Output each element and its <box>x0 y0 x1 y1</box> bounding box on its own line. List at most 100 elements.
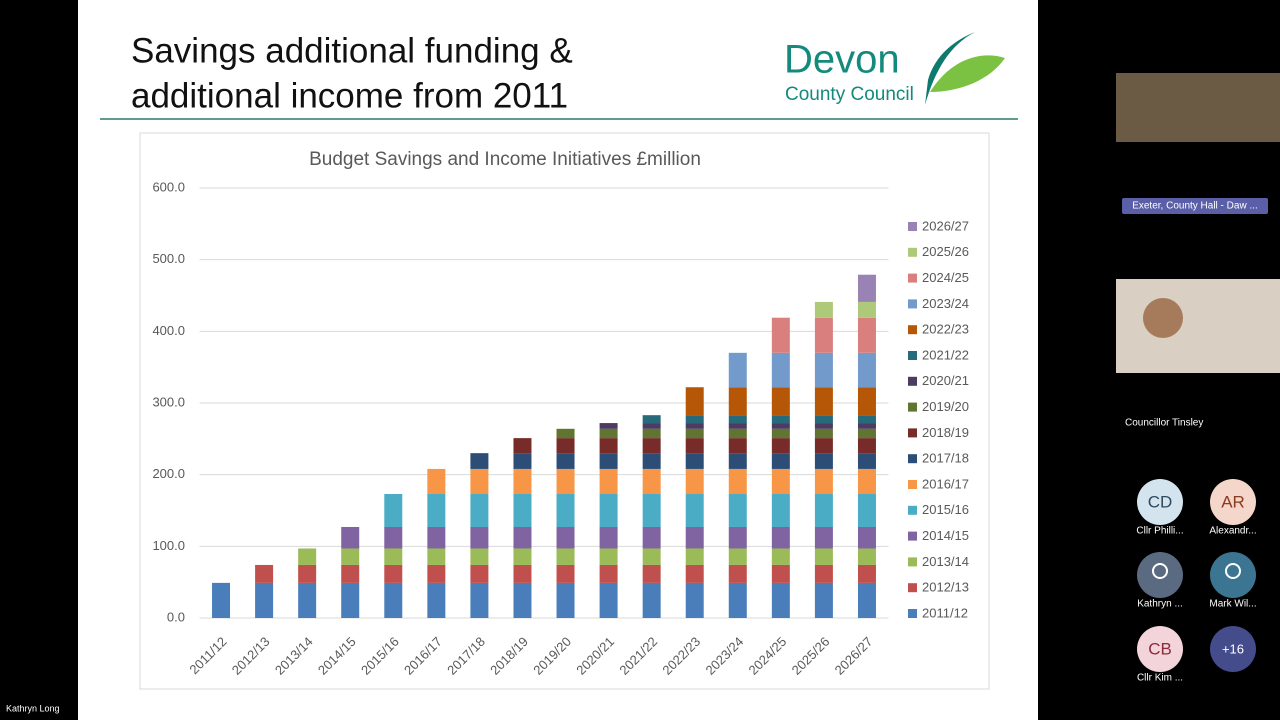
avatar-initials: CD <box>1148 492 1173 511</box>
bar-segment <box>771 423 790 429</box>
legend-label: 2011/12 <box>922 605 968 620</box>
bar-segment <box>857 453 876 469</box>
bar-segment <box>255 582 274 618</box>
bar-segment <box>728 548 747 565</box>
bar-segment <box>599 548 618 565</box>
bar-segment <box>513 582 532 618</box>
bar-segment <box>857 548 876 565</box>
legend-swatch <box>908 222 917 231</box>
avatar[interactable] <box>1137 552 1183 598</box>
bar-segment <box>212 582 231 618</box>
bar-segment <box>470 453 489 469</box>
bar-segment <box>857 438 876 454</box>
legend-swatch <box>908 402 917 412</box>
bar-segment <box>685 468 704 495</box>
bar-segment <box>556 428 575 439</box>
bar-segment <box>771 438 790 454</box>
avatar-icon <box>1225 563 1241 579</box>
bar-segment <box>556 548 575 565</box>
avatar[interactable] <box>1210 479 1256 525</box>
bar-segment <box>384 582 403 618</box>
participant-name: Cllr Philli... <box>1136 526 1183 537</box>
bar-segment <box>384 564 403 583</box>
bar-segment <box>470 564 489 583</box>
bar-segment <box>642 494 661 527</box>
presenter-bg <box>0 700 78 718</box>
bar-segment <box>814 423 833 429</box>
legend-swatch <box>908 505 917 515</box>
logo-leaf <box>930 55 1005 92</box>
bar-segment <box>814 468 833 495</box>
bar-segment <box>814 301 833 318</box>
y-tick-label: 300.0 <box>152 394 185 409</box>
avatar[interactable] <box>1137 479 1183 525</box>
legend-label: 2022/23 <box>922 322 969 337</box>
legend-swatch <box>908 428 917 438</box>
avatar-initials: CB <box>1148 639 1172 658</box>
bar-segment <box>255 564 274 583</box>
bar-segment <box>685 548 704 565</box>
bar-segment <box>513 548 532 565</box>
legend-label: 2021/22 <box>922 347 969 362</box>
bar-segment <box>642 453 661 469</box>
bar-segment <box>427 582 446 618</box>
bar-segment <box>341 564 360 583</box>
bar-segment <box>642 428 661 439</box>
bar-segment <box>771 415 790 424</box>
bar-segment <box>857 526 876 549</box>
bar-segment <box>685 415 704 424</box>
bar-segment <box>857 387 876 416</box>
bar-segment <box>771 564 790 583</box>
bar-segment <box>470 548 489 565</box>
bar-segment <box>728 468 747 495</box>
video-room[interactable] <box>1116 73 1280 142</box>
participant-name: Kathryn ... <box>1137 599 1183 610</box>
bar-segment <box>642 423 661 429</box>
legend-label: 2026/27 <box>922 218 969 233</box>
bar-segment <box>857 423 876 429</box>
bar-segment <box>685 582 704 618</box>
speaker-figure <box>1143 298 1183 338</box>
bar-segment <box>384 494 403 527</box>
bar-segment <box>814 453 833 469</box>
video-speaker[interactable] <box>1116 279 1280 373</box>
y-tick-label: 400.0 <box>152 323 185 338</box>
bar-segment <box>857 582 876 618</box>
bar-segment <box>556 582 575 618</box>
legend-swatch <box>908 531 917 541</box>
legend-label: 2024/25 <box>922 270 969 285</box>
bar-segment <box>771 526 790 549</box>
bar-segment <box>728 415 747 424</box>
bar-segment <box>384 526 403 549</box>
avatar-icon <box>1152 563 1168 579</box>
bar-segment <box>814 582 833 618</box>
bar-segment <box>771 468 790 495</box>
bar-segment <box>685 564 704 583</box>
bar-segment <box>642 468 661 495</box>
bar-segment <box>685 423 704 429</box>
more-count: +16 <box>1222 641 1244 656</box>
bar-segment <box>513 564 532 583</box>
avatar[interactable] <box>1137 626 1183 672</box>
legend-swatch <box>908 557 917 567</box>
bar-segment <box>556 453 575 469</box>
bar-segment <box>771 494 790 527</box>
bar-segment <box>728 387 747 416</box>
bar-segment <box>857 494 876 527</box>
bar-segment <box>771 453 790 469</box>
bar-segment <box>814 387 833 416</box>
avatar[interactable] <box>1210 552 1256 598</box>
bar-segment <box>728 453 747 469</box>
bar-segment <box>599 526 618 549</box>
bar-segment <box>642 526 661 549</box>
bar-segment <box>728 438 747 454</box>
bar-segment <box>556 494 575 527</box>
bar-segment <box>857 428 876 439</box>
bar-segment <box>814 548 833 565</box>
legend-swatch <box>908 376 917 386</box>
bar-segment <box>599 423 618 429</box>
bar-segment <box>814 428 833 439</box>
more-button[interactable] <box>1210 626 1256 672</box>
bar-segment <box>427 494 446 527</box>
